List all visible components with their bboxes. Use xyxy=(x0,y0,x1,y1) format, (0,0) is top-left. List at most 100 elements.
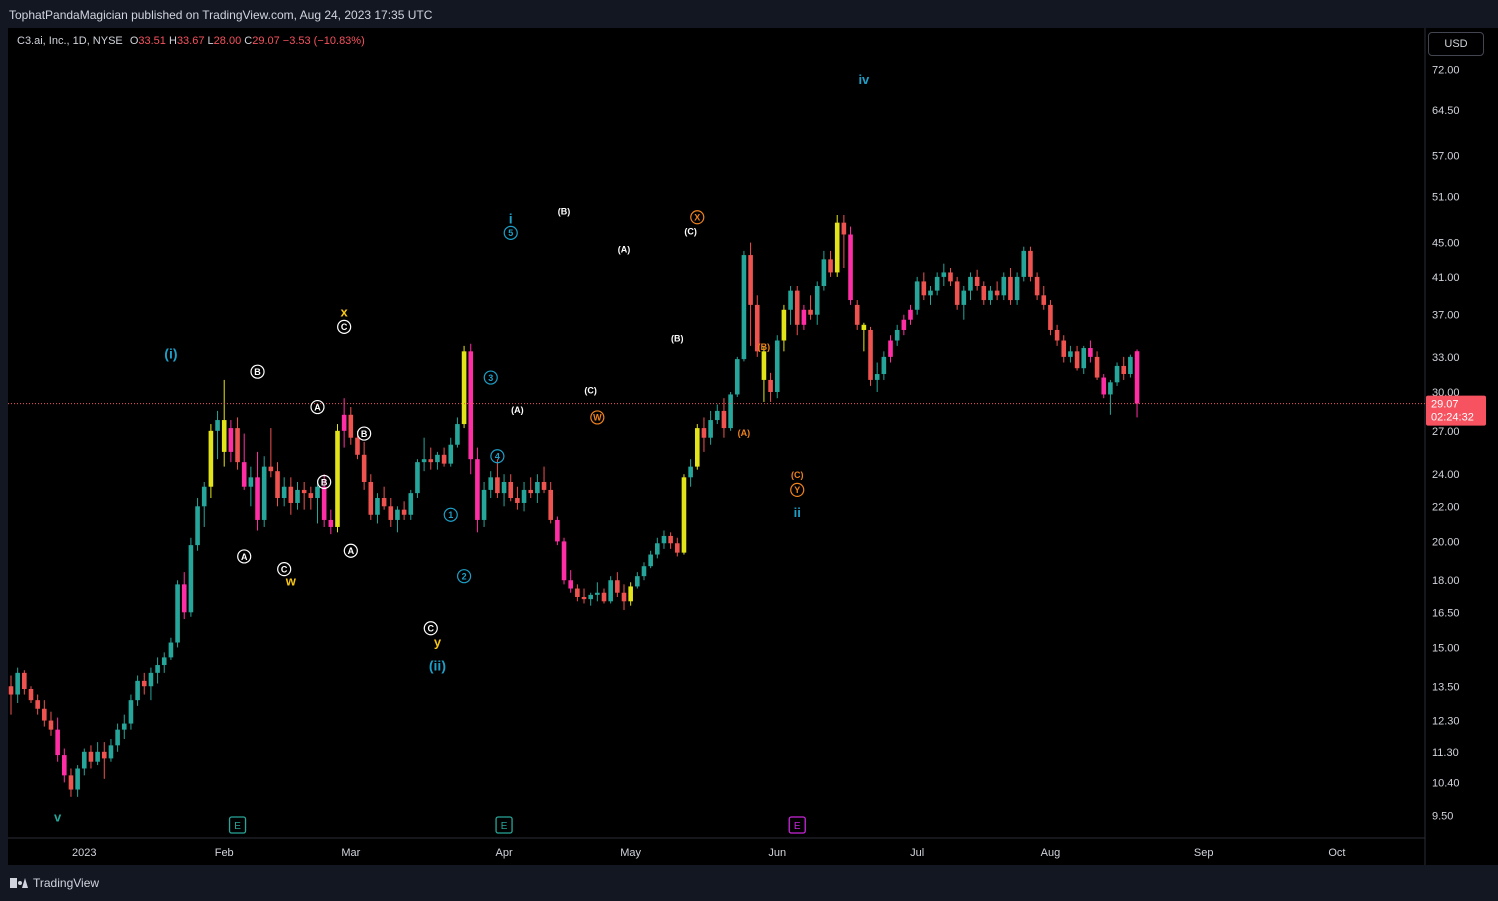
candle-body xyxy=(1101,377,1107,395)
candle-body xyxy=(1094,356,1100,378)
candle-body xyxy=(881,356,887,375)
candle-body xyxy=(615,580,620,593)
candle-body xyxy=(1074,351,1080,369)
candle-body xyxy=(301,489,307,494)
candle-body xyxy=(235,428,240,463)
candle-body xyxy=(721,410,727,429)
low-label: L xyxy=(207,35,214,47)
candle-body xyxy=(148,672,154,687)
wave-label-circle xyxy=(456,569,472,584)
candle-body xyxy=(35,700,40,709)
candle-body xyxy=(781,309,787,341)
price-tick-label: 41.00 xyxy=(1432,272,1460,284)
earnings-marker-label: E xyxy=(794,821,801,832)
time-tick-label: Mar xyxy=(341,847,360,859)
brand-name: TradingView xyxy=(33,876,100,890)
wave-label: ii xyxy=(794,505,801,520)
candle-body xyxy=(954,281,960,305)
wave-label: W xyxy=(593,413,602,423)
candle-body xyxy=(421,459,427,463)
candle-body xyxy=(595,592,600,595)
candle-body xyxy=(228,428,234,452)
candle-body xyxy=(1134,351,1140,404)
wave-label: Y xyxy=(794,485,800,495)
candle-body xyxy=(848,234,853,301)
candle-body xyxy=(188,545,194,613)
chart-area[interactable]: 72.00 64.50 57.00 51.00 45.00 41.00 37.00 33.00… xyxy=(8,28,1498,865)
candle-body xyxy=(348,414,354,438)
price-chart[interactable]: 72.00 64.50 57.00 51.00 45.00 41.00 37.00 33.00… xyxy=(8,28,1498,865)
candle-body xyxy=(201,486,207,507)
candle-body xyxy=(681,477,687,553)
last-price-tag xyxy=(1426,395,1486,426)
price-tick-label: 10.40 xyxy=(1432,777,1460,789)
wave-label: X xyxy=(694,213,700,223)
currency-button[interactable]: USD xyxy=(1428,32,1484,56)
price-tick-label: 13.50 xyxy=(1432,681,1460,693)
candle-body xyxy=(275,471,280,499)
price-tick-label: 12.30 xyxy=(1432,716,1460,728)
candle-body xyxy=(741,255,747,360)
candle-body xyxy=(315,486,320,499)
price-tick-label: 15.00 xyxy=(1432,642,1460,654)
high-value: 33.67 xyxy=(176,35,205,47)
wave-label: (A) xyxy=(738,428,751,438)
candle-body xyxy=(68,775,74,790)
candle-body xyxy=(1128,356,1133,375)
candle-body xyxy=(115,729,120,746)
candle-body xyxy=(48,720,54,730)
candle-body xyxy=(168,642,174,658)
candle-body xyxy=(42,708,47,721)
candle-body xyxy=(455,424,460,445)
candle-body xyxy=(535,481,540,494)
wave-label: 2 xyxy=(462,571,467,581)
earnings-marker-label: E xyxy=(234,821,241,832)
candle-body xyxy=(834,222,840,273)
candle-body xyxy=(128,700,134,724)
time-tick-label: May xyxy=(620,847,641,859)
wave-label-circle xyxy=(423,621,438,636)
wave-label-circle xyxy=(790,482,805,498)
wave-label: i xyxy=(509,211,513,227)
candle-body xyxy=(948,272,953,282)
candle-body xyxy=(341,414,347,431)
price-tick-label: 16.50 xyxy=(1432,607,1460,619)
wave-label-circle xyxy=(443,507,458,522)
high-label: H xyxy=(168,35,177,47)
candle-body xyxy=(15,672,20,695)
candle-body xyxy=(295,489,300,503)
candle-body xyxy=(675,543,680,553)
candle-body xyxy=(508,481,514,499)
wave-label: 5 xyxy=(508,228,513,238)
candle-body xyxy=(175,584,180,643)
candle-body xyxy=(581,596,587,600)
candle-body xyxy=(475,459,480,520)
candle-body xyxy=(308,493,314,499)
wave-label: x xyxy=(341,305,349,320)
price-tick-label: 64.50 xyxy=(1432,105,1460,117)
earnings-marker-icon xyxy=(495,816,513,834)
wave-label: B xyxy=(321,477,328,487)
tradingview-brand: TradingView xyxy=(10,876,99,890)
time-tick-label: Aug xyxy=(1041,847,1061,859)
candle-body xyxy=(501,481,507,494)
candle-body xyxy=(88,751,94,762)
wave-label: v xyxy=(54,810,62,825)
candle-body xyxy=(1008,276,1013,301)
candle-body xyxy=(1108,382,1113,395)
price-tick-label: 57.00 xyxy=(1432,150,1460,162)
candle-body xyxy=(1034,276,1040,296)
candle-body xyxy=(934,276,940,291)
candle-body xyxy=(415,462,420,494)
candle-body xyxy=(568,580,573,589)
candle-body xyxy=(288,486,294,503)
wave-label-circle xyxy=(590,410,605,425)
last-price-countdown: 02:24:32 xyxy=(1431,412,1474,424)
price-tick-label: 45.00 xyxy=(1432,238,1460,250)
candle-body xyxy=(668,535,673,544)
candle-body xyxy=(75,768,80,790)
wave-label-circle xyxy=(337,319,352,334)
candle-body xyxy=(141,680,147,687)
candle-body xyxy=(708,420,713,438)
candle-body xyxy=(121,723,127,730)
